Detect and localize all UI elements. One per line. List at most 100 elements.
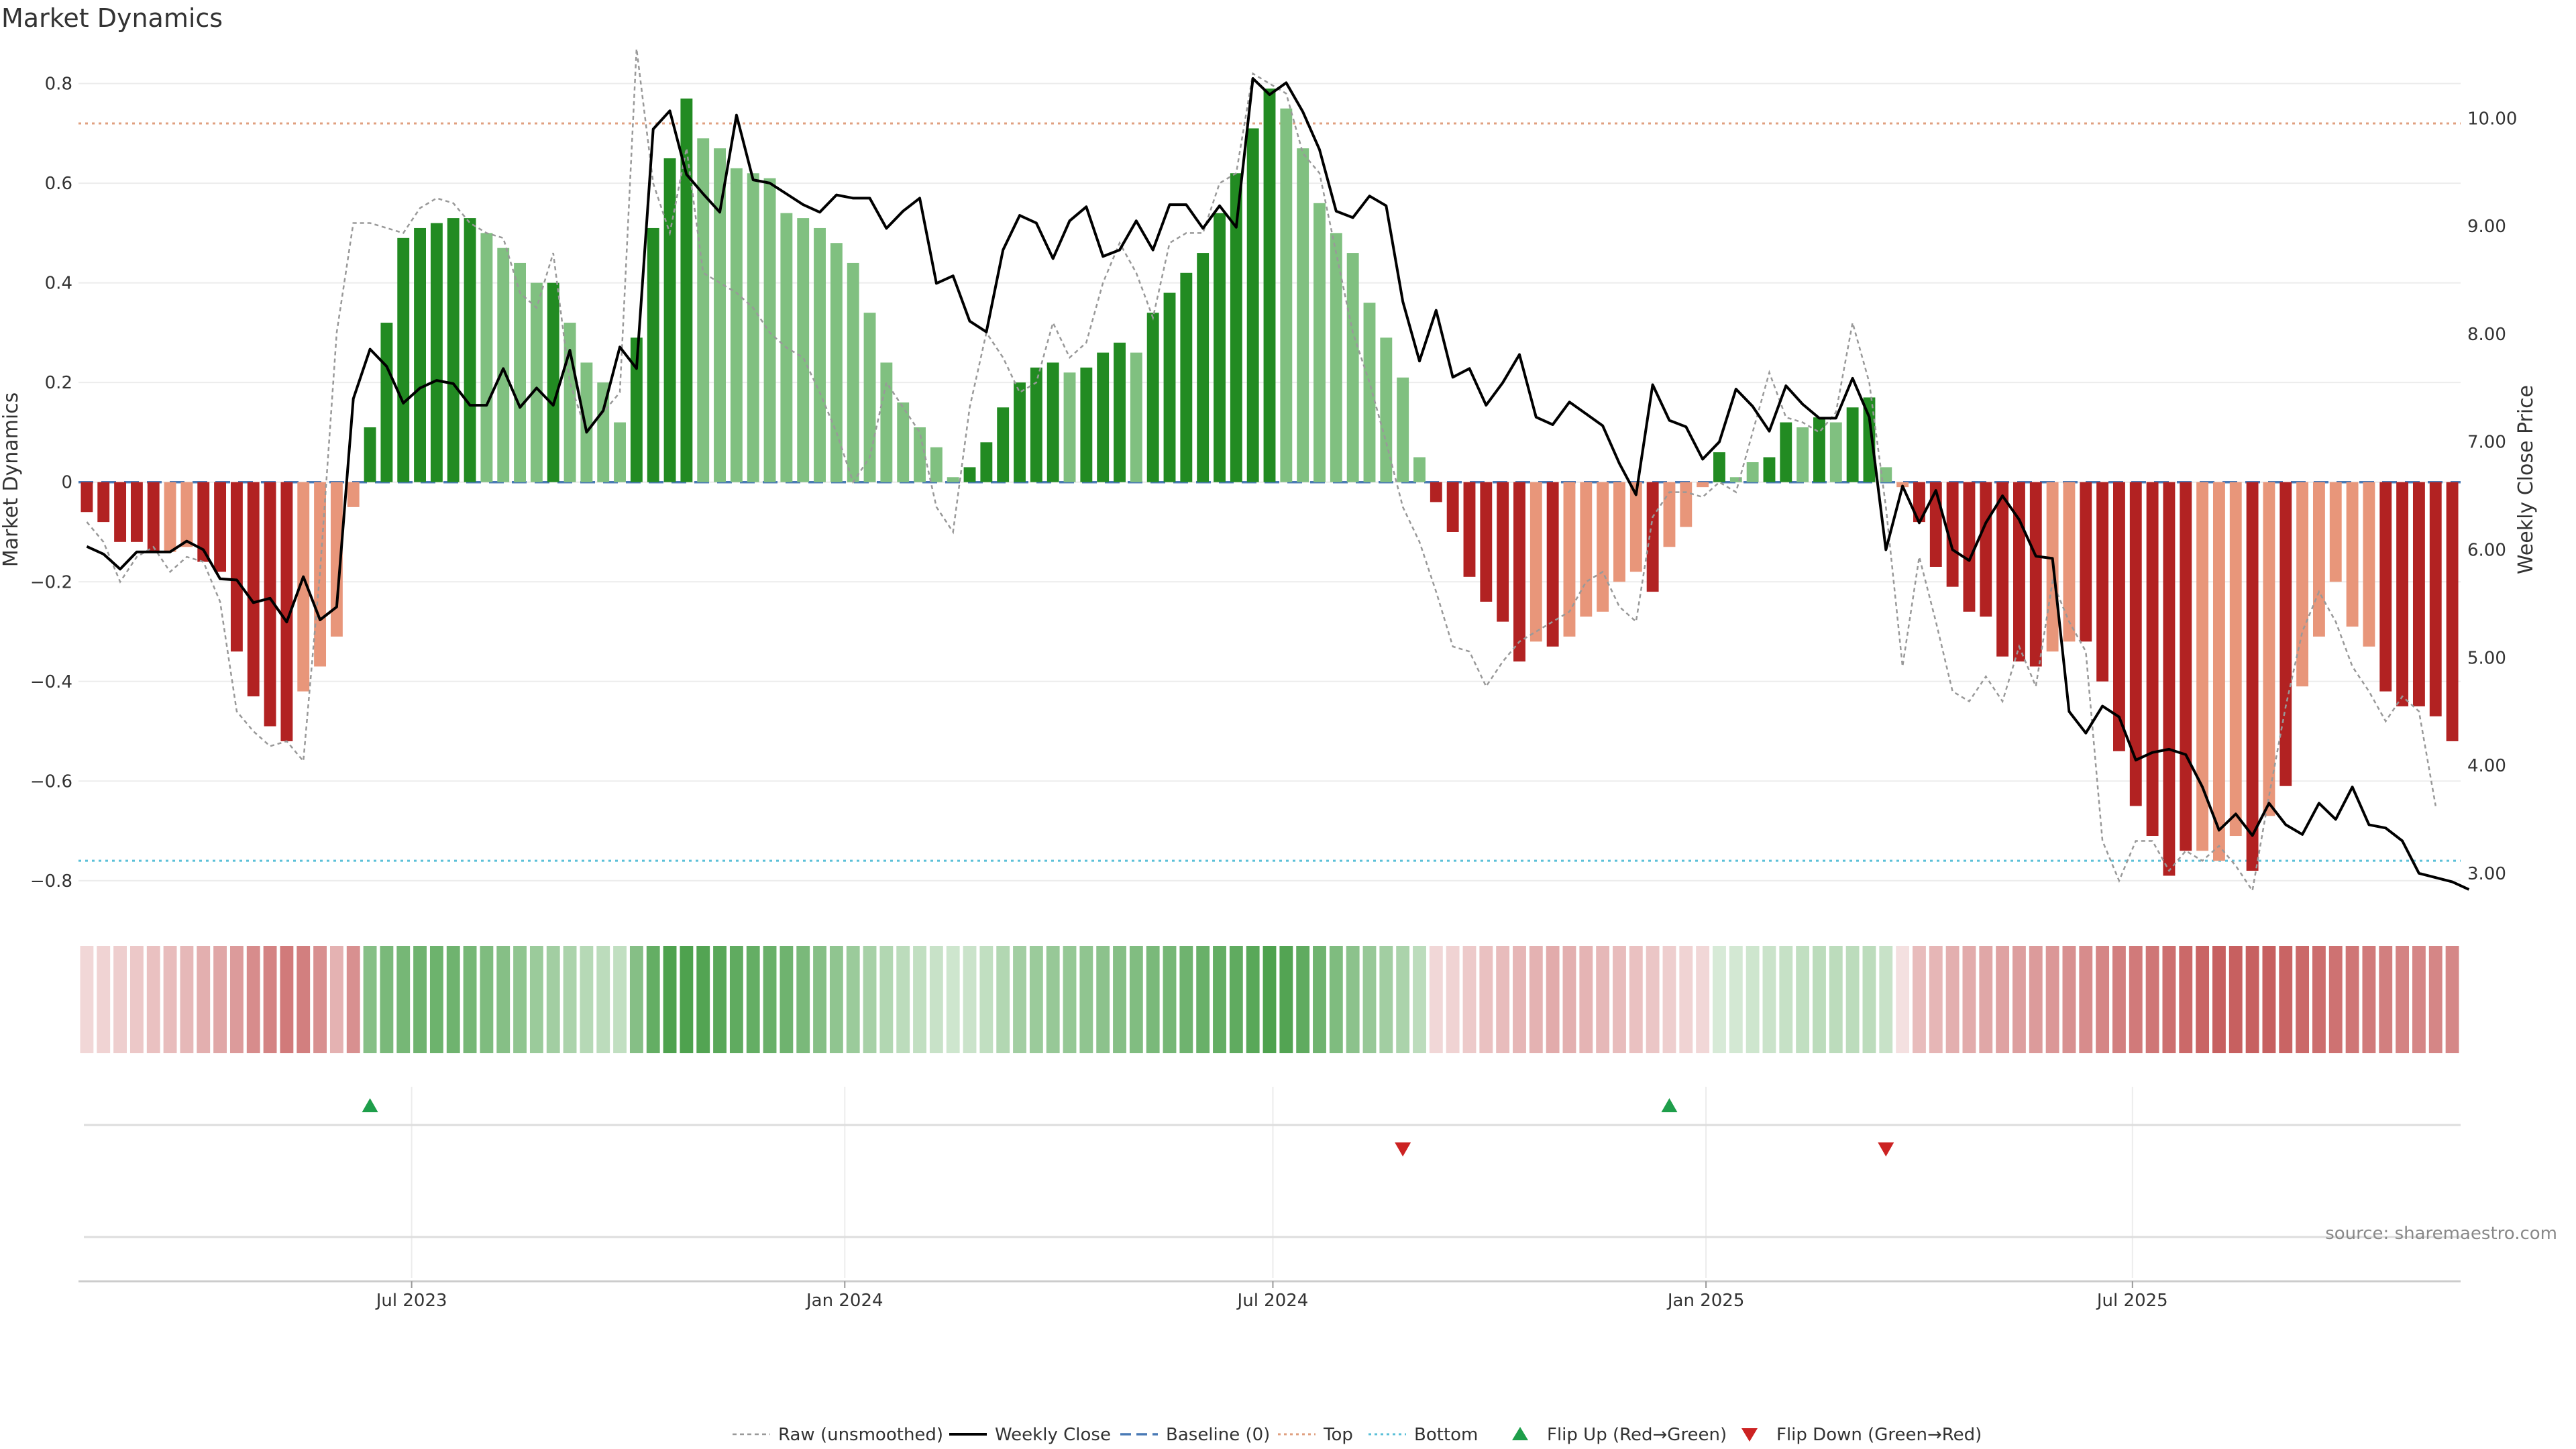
- strip-cell: [1862, 946, 1876, 1053]
- dynamics-bar: [2196, 482, 2209, 851]
- dynamics-bar: [1513, 482, 1525, 662]
- dynamics-bar: [947, 477, 959, 482]
- dynamics-bar: [564, 323, 576, 482]
- strip-cell: [1779, 946, 1793, 1053]
- dynamics-bar: [1846, 407, 1859, 482]
- dynamics-bar: [464, 218, 476, 482]
- strip-cell: [1496, 946, 1510, 1053]
- strip-cell: [2145, 946, 2159, 1053]
- y-right-tick-label: 3.00: [2467, 864, 2506, 884]
- strip-cell: [180, 946, 194, 1053]
- strip-cell: [729, 946, 743, 1053]
- dynamics-bar: [1980, 482, 1992, 617]
- strip-cell: [1979, 946, 1993, 1053]
- dynamics-bar: [1230, 173, 1242, 482]
- dynamics-bar: [1780, 422, 1792, 482]
- strip-cell: [1396, 946, 1410, 1053]
- strip-cell: [1096, 946, 1110, 1053]
- flip-up-marker: [362, 1098, 378, 1112]
- dynamics-bar: [380, 323, 393, 482]
- strip-cell: [1063, 946, 1077, 1053]
- dynamics-bar: [1597, 482, 1609, 612]
- strip-cell: [979, 946, 994, 1053]
- strip-cell: [213, 946, 227, 1053]
- dynamics-bar: [614, 422, 626, 482]
- dynamics-bar: [763, 178, 776, 482]
- dynamics-bar: [930, 447, 943, 482]
- dynamics-bar: [663, 158, 676, 482]
- dynamics-bar: [1430, 482, 1442, 502]
- dynamics-bar: [447, 218, 460, 482]
- strip-cell: [1313, 946, 1326, 1053]
- raw-series: [86, 48, 2437, 893]
- strip-cell: [879, 946, 894, 1053]
- strip-cell: [646, 946, 660, 1053]
- dynamics-bar: [2329, 482, 2342, 582]
- strip-cell: [1713, 946, 1726, 1053]
- dynamics-bar: [2096, 482, 2109, 682]
- y-left-tick-label: −0.8: [30, 871, 72, 892]
- dynamics-bar: [997, 407, 1010, 482]
- dynamics-bar: [2312, 482, 2325, 637]
- strip-cell: [663, 946, 677, 1053]
- strip-cell: [329, 946, 343, 1053]
- dynamics-bar: [114, 482, 127, 542]
- dynamics-bar: [297, 482, 310, 692]
- dynamics-bar: [514, 262, 526, 482]
- strip-cell: [1129, 946, 1143, 1053]
- dynamics-bar: [1063, 372, 1076, 482]
- strip-cell: [2062, 946, 2076, 1053]
- y-left-tick-label: 0.8: [45, 74, 72, 95]
- strip-cell: [746, 946, 760, 1053]
- dynamics-bar: [80, 482, 93, 513]
- dynamics-bar: [330, 482, 343, 637]
- dynamics-bar: [1413, 457, 1426, 482]
- y-left-tick-label: 0: [61, 473, 72, 493]
- dynamics-bar: [1346, 253, 1359, 482]
- dynamics-bar: [980, 442, 993, 482]
- x-tick-label: Jan 2024: [805, 1291, 883, 1311]
- strip-cell: [713, 946, 727, 1053]
- x-tick-label: Jul 2024: [1236, 1291, 1309, 1311]
- dynamics-bar: [2063, 482, 2076, 642]
- close-series: [86, 77, 2470, 891]
- dynamics-bar: [814, 227, 826, 482]
- dynamics-bar: [630, 337, 643, 482]
- dynamics-bar: [1713, 452, 1725, 482]
- weekly-close-line: [86, 77, 2470, 891]
- strip-cell: [696, 946, 710, 1053]
- strip-cell: [2112, 946, 2126, 1053]
- strip-cell: [1379, 946, 1393, 1053]
- legend-key: [1741, 1428, 1758, 1442]
- dynamics-bar: [414, 227, 426, 482]
- dynamics-bar: [1097, 352, 1110, 482]
- dynamics-bar: [2113, 482, 2125, 751]
- dynamics-bar: [580, 362, 593, 482]
- dynamics-bar: [797, 218, 810, 482]
- dynamics-bar: [963, 467, 976, 482]
- strip-cell: [1996, 946, 2010, 1053]
- strip-cell: [246, 946, 260, 1053]
- strip-cell: [380, 946, 394, 1053]
- dynamics-bar: [164, 482, 176, 552]
- dynamics-bar: [1829, 422, 1842, 482]
- dynamics-bar: [1463, 482, 1476, 577]
- strip-cell: [1913, 946, 1926, 1053]
- dynamics-bar: [1746, 462, 1759, 482]
- strip-cell: [1429, 946, 1443, 1053]
- strip-cell: [1662, 946, 1676, 1053]
- dynamics-bar: [2363, 482, 2375, 647]
- dynamics-bar: [680, 98, 693, 482]
- dynamics-bar: [1813, 417, 1825, 482]
- x-tick-label: Jul 2025: [2096, 1291, 2168, 1311]
- dynamics-bar: [364, 427, 376, 482]
- dynamics-bar: [147, 482, 160, 552]
- dynamics-bar: [197, 482, 210, 562]
- strip-cell: [2029, 946, 2043, 1053]
- dynamics-bar: [1863, 397, 1876, 482]
- strip-cell: [1462, 946, 1477, 1053]
- strip-cell: [2262, 946, 2276, 1053]
- strip-cell: [1446, 946, 1460, 1053]
- dynamics-bar: [1397, 377, 1409, 482]
